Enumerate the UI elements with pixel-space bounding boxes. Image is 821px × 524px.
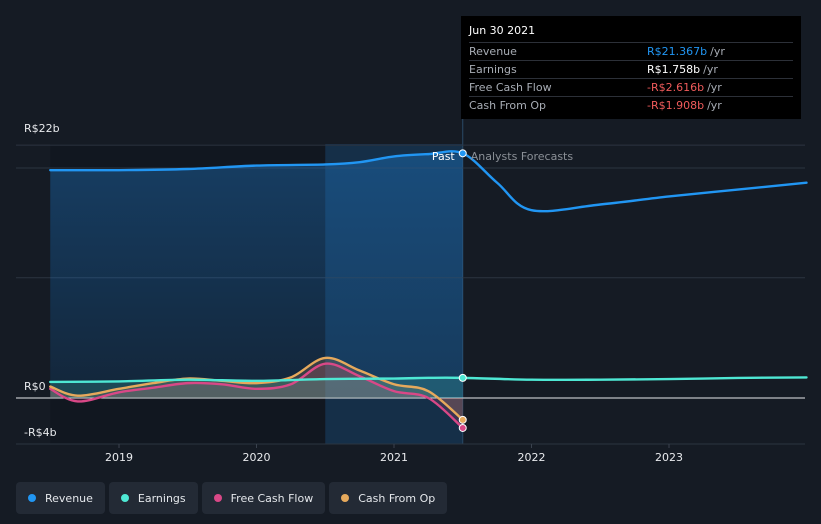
x-tick-label: 2020: [243, 451, 271, 464]
past-label: Past: [432, 150, 456, 163]
tooltip-value: -R$2.616b: [647, 81, 705, 94]
x-tick-label: 2019: [105, 451, 133, 464]
tooltip-label: Free Cash Flow: [469, 81, 552, 94]
tooltip-unit: /yr: [703, 63, 718, 76]
tooltip-row-revenue: Revenue R$21.367b /yr: [469, 42, 793, 60]
legend-label: Cash From Op: [358, 491, 436, 505]
cash-from-op-line: [49, 356, 464, 422]
free-cash-flow-line: [49, 362, 464, 430]
legend-dot: [213, 494, 222, 502]
tooltip-label: Revenue: [469, 45, 517, 58]
earnings-line: [49, 376, 808, 384]
tooltip-unit: /yr: [707, 81, 722, 94]
tooltip: Jun 30 2021 Revenue R$21.367b /yr Earnin…: [461, 16, 801, 119]
y-tick-label: R$0: [24, 380, 46, 393]
revenue-marker: [458, 149, 467, 158]
free-cash-flow-marker: [458, 423, 467, 432]
cash-from-op-marker: [458, 415, 467, 424]
tooltip-unit: /yr: [707, 99, 722, 112]
forecast-label: Analysts Forecasts: [471, 150, 574, 163]
legend-dot: [28, 494, 36, 502]
tooltip-row-earnings: Earnings R$1.758b /yr: [469, 60, 793, 78]
legend-label: Free Cash Flow: [230, 491, 314, 505]
legend-dot: [341, 494, 350, 502]
x-tick-label: 2021: [380, 451, 408, 464]
x-tick-label: 2023: [655, 451, 683, 464]
x-tick-label: 2022: [518, 451, 546, 464]
tooltip-value: R$21.367b: [647, 45, 708, 58]
tooltip-value: R$1.758b: [647, 63, 701, 76]
legend-item-earnings[interactable]: Earnings: [108, 482, 198, 514]
tooltip-unit: /yr: [710, 45, 725, 58]
y-tick-label: -R$4b: [24, 426, 57, 439]
legend-item-cash-from-op[interactable]: Cash From Op: [329, 482, 448, 514]
legend-item-free-cash-flow[interactable]: Free Cash Flow: [201, 482, 326, 514]
y-tick-label: R$22b: [24, 122, 60, 135]
tooltip-label: Earnings: [469, 63, 517, 76]
legend: Revenue Earnings Free Cash Flow Cash Fro…: [16, 482, 448, 514]
legend-label: Revenue: [45, 491, 93, 505]
legend-dot: [120, 494, 129, 502]
legend-item-revenue[interactable]: Revenue: [16, 482, 105, 514]
tooltip-row-free-cash-flow: Free Cash Flow -R$2.616b /yr: [469, 78, 793, 96]
tooltip-date: Jun 30 2021: [469, 24, 536, 37]
tooltip-value: -R$1.908b: [647, 99, 705, 112]
legend-label: Earnings: [137, 491, 186, 505]
tooltip-label: Cash From Op: [469, 99, 547, 112]
revenue-line: [49, 150, 808, 213]
revenue-area: [50, 153, 463, 398]
tooltip-row-cash-from-op: Cash From Op -R$1.908b /yr: [469, 96, 793, 114]
earnings-marker: [458, 373, 467, 382]
